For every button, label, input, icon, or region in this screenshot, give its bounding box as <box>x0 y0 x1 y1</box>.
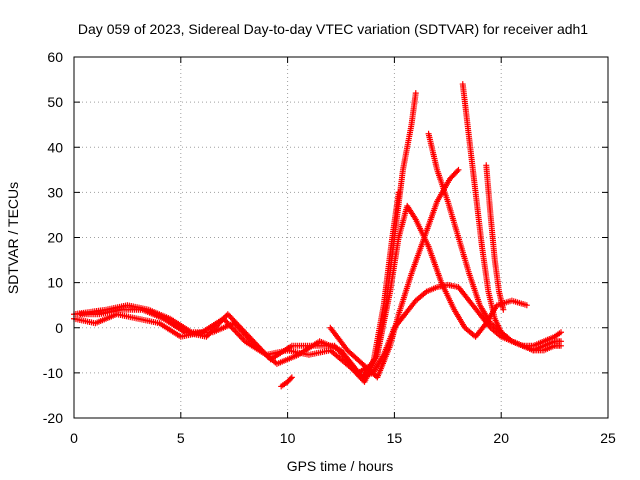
y-tick-label: 0 <box>55 320 63 336</box>
y-tick-label: 30 <box>47 184 63 200</box>
y-tick-label: 50 <box>47 94 63 110</box>
data-point <box>500 306 507 313</box>
series-track-5 <box>327 166 462 381</box>
series-track-9 <box>278 374 295 390</box>
y-tick-label: 20 <box>47 230 63 246</box>
y-tick-label: 60 <box>47 49 63 65</box>
series-track-7 <box>459 81 565 354</box>
data-point <box>523 302 530 309</box>
axis-ticks: 0 5 10 15 20 25 -20 -10 0 10 20 30 40 50 60 <box>43 49 616 446</box>
y-axis-label: SDTVAR / TECUs <box>5 182 21 294</box>
data-point <box>558 329 565 336</box>
data-points <box>71 81 565 390</box>
data-point <box>454 168 461 175</box>
x-axis-label: GPS time / hours <box>287 458 394 474</box>
series-track-3 <box>71 202 530 381</box>
x-tick-label: 5 <box>177 430 185 446</box>
data-point <box>288 374 295 381</box>
data-point <box>395 189 402 196</box>
data-point <box>412 90 419 97</box>
chart-title: Day 059 of 2023, Sidereal Day-to-day VTE… <box>78 21 588 37</box>
x-tick-label: 15 <box>387 430 403 446</box>
data-point <box>287 375 294 382</box>
x-tick-label: 0 <box>70 430 78 446</box>
data-point <box>455 166 462 173</box>
data-point <box>558 342 565 349</box>
x-tick-label: 20 <box>493 430 509 446</box>
y-tick-label: 10 <box>47 275 63 291</box>
y-tick-label: -20 <box>43 410 63 426</box>
x-tick-label: 25 <box>600 430 616 446</box>
y-tick-label: -10 <box>43 365 63 381</box>
x-tick-label: 10 <box>280 430 296 446</box>
y-tick-label: 40 <box>47 139 63 155</box>
grid-lines <box>74 57 608 418</box>
series-track-8 <box>483 162 507 313</box>
